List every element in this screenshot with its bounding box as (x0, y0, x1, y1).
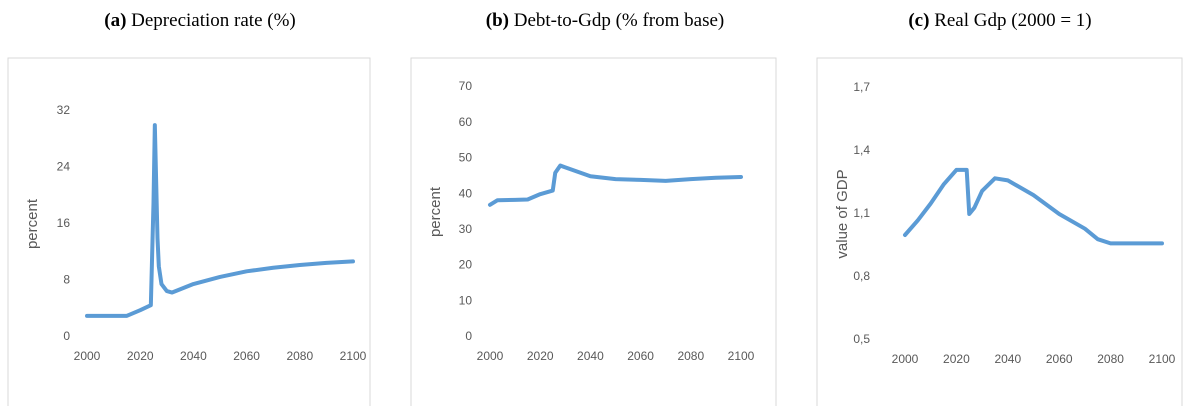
y-tick-label: 60 (459, 115, 473, 129)
data-line (488, 163, 743, 207)
y-tick-label: 1,1 (853, 206, 870, 220)
x-tick-label: 2080 (1097, 352, 1124, 366)
y-axis-title: percent (427, 186, 444, 237)
x-tick-label: 2020 (527, 349, 554, 363)
y-tick-label: 1,7 (853, 80, 870, 94)
panel-frame (816, 57, 1183, 406)
x-tick-label: 2040 (577, 349, 604, 363)
y-tick-label: 24 (57, 160, 71, 174)
x-tick-label: 2100 (340, 349, 367, 363)
y-tick-label: 0,8 (853, 269, 870, 283)
y-tick-label: 50 (459, 151, 473, 165)
y-tick-label: 10 (459, 293, 473, 307)
data-line (85, 123, 355, 318)
x-tick-label: 2000 (892, 352, 919, 366)
y-tick-label: 8 (63, 273, 70, 287)
panel-label: (b) (486, 10, 509, 31)
x-tick-label: 2020 (943, 352, 970, 366)
panel-title: (b) Debt-to-Gdp (% from base) (486, 10, 725, 31)
y-tick-label: 20 (459, 258, 473, 272)
panel-title-text: Real Gdp (2000 = 1) (934, 10, 1091, 31)
x-tick-label: 2000 (74, 349, 101, 363)
x-tick-label: 2000 (477, 349, 504, 363)
panel-frame (7, 57, 371, 406)
y-tick-label: 16 (57, 216, 71, 230)
x-tick-label: 2060 (627, 349, 654, 363)
panel-frame (410, 57, 777, 406)
panel-label: (a) (104, 10, 126, 31)
panel-title: (a) Depreciation rate (%) (104, 10, 295, 31)
y-tick-label: 40 (459, 186, 473, 200)
y-tick-label: 70 (459, 79, 473, 93)
x-tick-label: 2020 (127, 349, 154, 363)
y-tick-label: 30 (459, 222, 473, 236)
panel-title-text: Depreciation rate (%) (131, 10, 296, 31)
x-tick-label: 2100 (1149, 352, 1176, 366)
panel-title-text: Debt-to-Gdp (% from base) (514, 10, 725, 31)
y-tick-label: 0 (465, 329, 472, 343)
x-tick-label: 2060 (233, 349, 260, 363)
y-tick-label: 0 (63, 329, 70, 343)
data-line (903, 167, 1164, 246)
x-tick-label: 2040 (180, 349, 207, 363)
x-tick-label: 2040 (994, 352, 1021, 366)
x-tick-label: 2080 (677, 349, 704, 363)
panel-title: (c) Real Gdp (2000 = 1) (908, 10, 1091, 31)
x-tick-label: 2100 (728, 349, 755, 363)
y-tick-label: 0,5 (853, 332, 870, 346)
y-axis-title: percent (24, 198, 41, 249)
x-tick-label: 2060 (1046, 352, 1073, 366)
panel-label: (c) (908, 10, 929, 31)
y-tick-label: 1,4 (853, 143, 870, 157)
y-axis-title: value of GDP (834, 169, 851, 258)
x-tick-label: 2080 (286, 349, 313, 363)
y-tick-label: 32 (57, 103, 71, 117)
